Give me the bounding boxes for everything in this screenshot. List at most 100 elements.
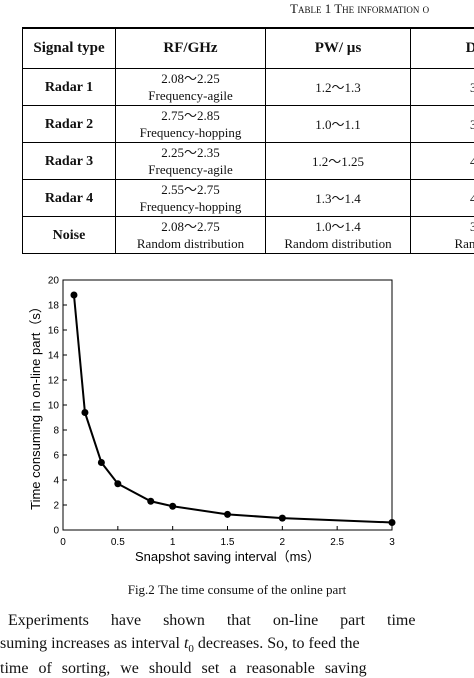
plot-frame [62, 279, 393, 531]
header-cell: RF/GHz [115, 27, 266, 69]
table-cell: 1.2～1.25 [265, 142, 411, 180]
y-tick-label: 4 [53, 476, 59, 487]
cell-text: 1.0～1.1 [315, 116, 361, 132]
cell-text: Random distribution [284, 236, 392, 251]
cell-text: Random [454, 236, 474, 251]
cell-text: 1.2～1.25 [311, 153, 364, 169]
x-axis-label: Snapshot saving interval（ms） [135, 549, 320, 564]
table-cell: 2.08～2.75 Random distribution [115, 216, 266, 254]
cell-text: Frequency-agile [148, 88, 233, 103]
cell-text: Radar 3 [44, 153, 94, 169]
x-tick-label: 0.5 [111, 537, 125, 548]
data-point [70, 291, 78, 299]
cell-text: Radar 2 [44, 116, 94, 132]
table-cell: 1.2～1.3 [265, 68, 411, 106]
cell-text: Frequency-agile [148, 162, 233, 177]
cell-text: 1.2～1.3 [315, 79, 361, 95]
table-row: Noise 2.08～2.75 Random distribution 1.0～1.4… [22, 216, 474, 254]
data-point [169, 502, 177, 510]
y-tick-label: 20 [48, 276, 60, 287]
table-body: Radar 1 2.08～2.25 Frequency-agile 1.2～1.3 33… [22, 68, 474, 254]
table-cell: 2.55～2.75 Frequency-hopping [115, 179, 266, 217]
table-cell: Radar 3 [22, 142, 116, 180]
cell-text: Noise [52, 227, 86, 243]
x-tick-label: 2 [280, 537, 286, 548]
y-tick-label: 0 [53, 526, 59, 537]
table-cell: 33 [410, 68, 474, 106]
paragraph-line: time of sorting, we should set a reasona… [0, 660, 367, 677]
text: decreases. So, to feed the [193, 635, 360, 652]
data-point [388, 519, 396, 526]
y-tick-label: 10 [48, 401, 60, 412]
table-cell: 1.0～1.4 Random distribution [265, 216, 411, 254]
table-cell: 2.75～2.85 Frequency-hopping [115, 105, 266, 143]
y-tick-label: 12 [48, 376, 60, 387]
cell-text: 40 [470, 153, 474, 169]
header-cell: DC [410, 27, 474, 69]
y-tick-label: 8 [53, 426, 59, 437]
table-row: Radar 2 2.75～2.85 Frequency-hopping 1.0～1.1… [22, 105, 474, 143]
paragraph-line: suming increases as interval t0 decrease… [0, 635, 360, 655]
data-line [72, 294, 393, 524]
data-point [278, 514, 286, 522]
table-cell: 2.08～2.25 Frequency-agile [115, 68, 266, 106]
y-axis-label: Time consuming in on-line part（s） [28, 300, 43, 510]
variable: t [183, 635, 189, 652]
cell-text: Frequency-hopping [139, 199, 242, 214]
table-cell: Noise [22, 216, 116, 254]
cell-text: 2.75～2.85 [161, 108, 220, 123]
data-point [147, 497, 155, 505]
table-row: Radar 3 2.25～2.35 Frequency-agile 1.2～1.25 4… [22, 142, 474, 180]
table-caption: Table 1 The information o [290, 1, 430, 16]
cell-text: 2.55～2.75 [161, 182, 220, 197]
data-point [97, 459, 105, 466]
x-tick-label: 1 [170, 537, 176, 548]
text: suming increases as interval [0, 635, 184, 652]
table-cell: 36 Random [410, 216, 474, 254]
table-row: Radar 4 2.55～2.75 Frequency-hopping 1.3～1.4… [22, 179, 474, 217]
chart: 0 0.5 1 1.5 2 2.5 3 0 2 4 6 8 10 12 14 16 18 20 Snapshot s… [28, 276, 396, 564]
cell-text: 2.08～2.25 [161, 71, 220, 86]
table-row: Radar 1 2.08～2.25 Frequency-agile 1.2～1.3 33 [22, 68, 474, 106]
cell-text: Radar 1 [44, 79, 94, 95]
x-tick-label: 0 [60, 537, 66, 548]
cell-text: Radar 4 [44, 190, 94, 206]
cell-text: Frequency-hopping [139, 125, 242, 140]
subscript: 0 [188, 643, 194, 656]
table-cell: Radar 4 [22, 179, 116, 217]
data-point [224, 510, 231, 518]
cell-text: 2.25～2.35 [161, 145, 220, 160]
header-cell: PW/ µs [265, 27, 411, 69]
cell-text: 36 [470, 219, 474, 234]
cell-text: 2.08～2.75 [161, 219, 220, 234]
table-cell: 43 [410, 179, 474, 217]
cell-text: 1.3～1.4 [315, 190, 361, 206]
x-tick-label: 3 [389, 537, 395, 548]
cell-text: Random distribution [136, 236, 245, 251]
x-tick-label: 2.5 [330, 537, 344, 548]
y-tick-label: 16 [48, 326, 60, 337]
table-cell: 1.3～1.4 [265, 179, 411, 217]
table-cell: Radar 2 [22, 105, 116, 143]
y-tick-label: 14 [48, 351, 60, 362]
y-tick-label: 18 [48, 301, 60, 312]
table-cell: 2.25～2.35 Frequency-agile [115, 142, 266, 180]
table-cell: 1.0～1.1 [265, 105, 411, 143]
header-cell: Signal type [22, 27, 116, 69]
table-cell: Radar 1 [22, 68, 116, 106]
table-cell: 40 [410, 142, 474, 180]
data-point [81, 409, 89, 416]
table-cell: 36 [410, 105, 474, 143]
y-tick-label: 6 [53, 451, 59, 462]
paragraph-line: Experiments have shown that on-line part… [8, 612, 416, 629]
figure-caption: Fig.2 The time consume of the online par… [127, 582, 347, 597]
x-tick-label: 1.5 [221, 537, 235, 548]
cell-text: 1.0～1.4 [315, 219, 361, 234]
cell-text: 36 [470, 116, 474, 132]
y-tick-label: 2 [53, 501, 59, 512]
cell-text: 33 [470, 79, 474, 95]
